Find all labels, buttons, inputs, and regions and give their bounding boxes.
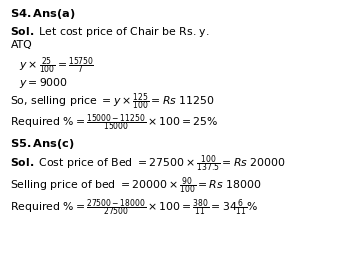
Text: $\bf{Sol.}$ Cost price of Bed $= 27500 \times \frac{100}{137.5} = Rs\ 20000$: $\bf{Sol.}$ Cost price of Bed $= 27500 \…: [10, 154, 286, 175]
Text: $\bf{S5. Ans (c)}$: $\bf{S5. Ans (c)}$: [10, 137, 75, 151]
Text: ATQ: ATQ: [10, 40, 32, 50]
Text: $y = 9000$: $y = 9000$: [19, 76, 68, 90]
Text: Required $\% = \frac{27500-18000}{27500} \times 100 = \frac{380}{11} = 34\frac{6: Required $\% = \frac{27500-18000}{27500}…: [10, 198, 259, 219]
Text: So, selling price $= y \times \frac{125}{100} = Rs\ 11250$: So, selling price $= y \times \frac{125}…: [10, 92, 215, 114]
Text: Selling price of bed $= 20000 \times \frac{90}{100} = Rs\ 18000$: Selling price of bed $= 20000 \times \fr…: [10, 176, 262, 197]
Text: $y \times \frac{25}{100} = \frac{15750}{7}$: $y \times \frac{25}{100} = \frac{15750}{…: [19, 56, 94, 77]
Text: $\bf{Sol.}$ Let cost price of Chair be Rs. y.: $\bf{Sol.}$ Let cost price of Chair be R…: [10, 25, 210, 39]
Text: $\bf{S4. Ans (a)}$: $\bf{S4. Ans (a)}$: [10, 7, 76, 21]
Text: Required $\% = \frac{15000-11250}{15000} \times 100 = 25\%$: Required $\% = \frac{15000-11250}{15000}…: [10, 112, 219, 134]
